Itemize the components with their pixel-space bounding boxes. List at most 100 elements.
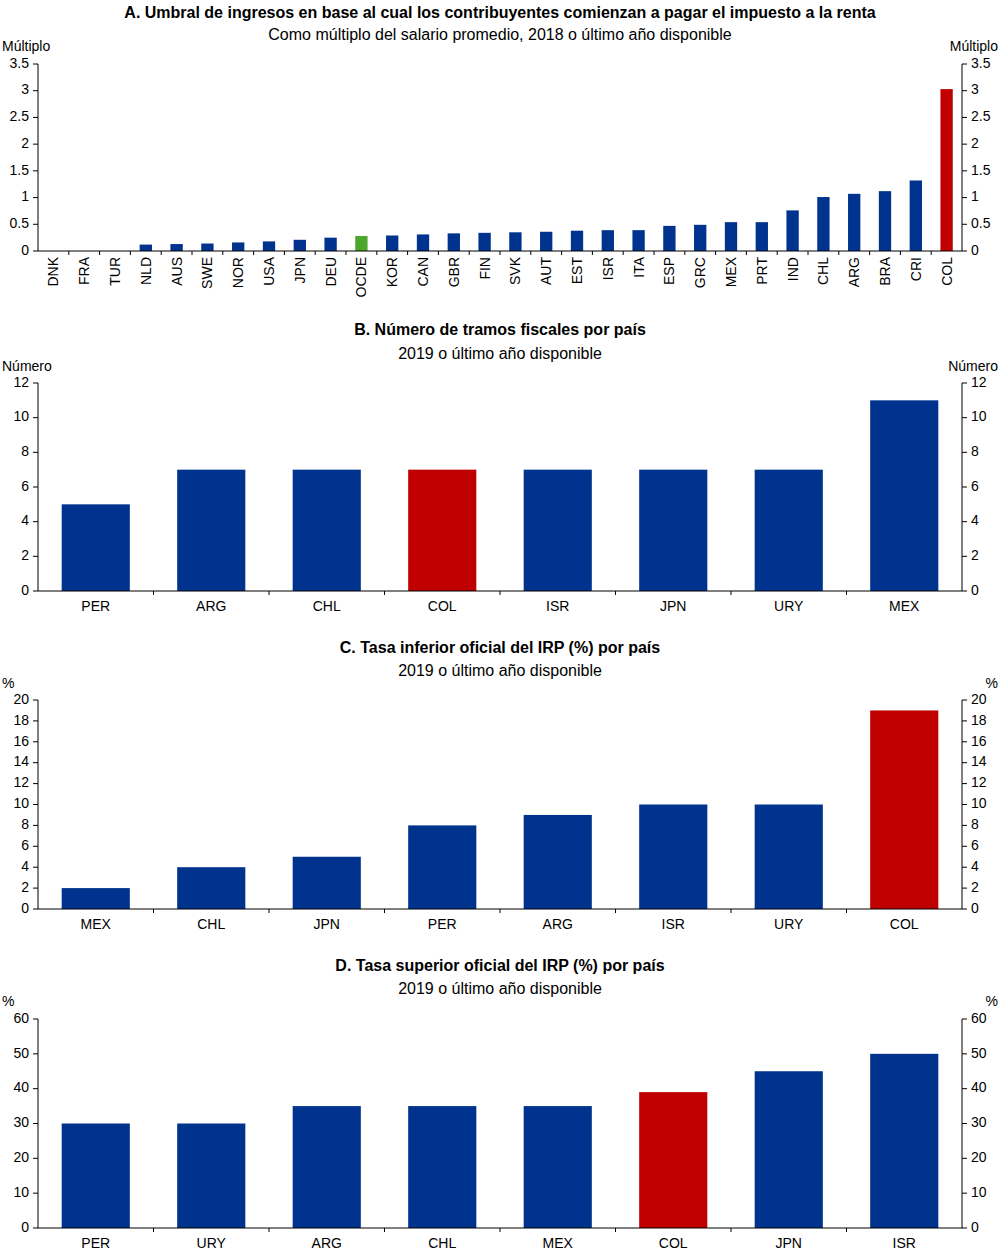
bar: [170, 244, 182, 251]
y-tick: [33, 1019, 38, 1020]
x-tick-label: AUS: [169, 257, 185, 286]
bar: [408, 1106, 476, 1228]
bar: [386, 236, 398, 251]
category-tick: [315, 251, 316, 255]
y-tick: [33, 804, 38, 805]
category-tick: [376, 251, 377, 255]
category-tick: [153, 909, 154, 913]
y2-tick-label: 12: [971, 774, 987, 790]
y2-tick: [962, 197, 967, 198]
y-axis-line: [38, 64, 39, 251]
bar: [509, 232, 521, 251]
bar: [524, 470, 592, 591]
y2-tick: [962, 90, 967, 91]
y-axis-label: %: [2, 675, 14, 691]
bar: [524, 1106, 592, 1228]
category-tick: [530, 251, 531, 255]
y-tick: [33, 170, 38, 171]
category-tick: [99, 251, 100, 255]
y2-tick-label: 60: [971, 1010, 987, 1026]
y2-axis-label: Múltiplo: [950, 38, 998, 54]
y-tick-label: 0: [21, 242, 29, 258]
y-tick-label: 0: [21, 900, 29, 916]
y2-tick: [962, 1019, 967, 1020]
category-tick: [161, 251, 162, 255]
y2-tick: [962, 700, 967, 701]
x-tick-label: JPN: [776, 1235, 802, 1249]
y2-tick-label: 6: [971, 478, 979, 494]
chart-panel: A. Umbral de ingresos en base al cual lo…: [2, 4, 998, 297]
chart-subtitle: 2019 o último año disponible: [398, 662, 602, 679]
bar: [232, 242, 244, 251]
y-tick: [33, 762, 38, 763]
bar: [639, 805, 707, 910]
category-tick: [838, 251, 839, 255]
x-tick-label: PER: [428, 916, 457, 932]
y2-tick: [962, 1088, 967, 1089]
y2-tick: [962, 720, 967, 721]
bar: [448, 233, 460, 251]
bar: [755, 1071, 823, 1228]
x-tick-label: PER: [81, 1235, 110, 1249]
y2-tick: [962, 521, 967, 522]
axes: 000.50.5111.51.5222.52.5333.53.5DNKFRATU…: [10, 55, 991, 298]
y-tick-label: 3: [21, 81, 29, 97]
x-tick-label: COL: [428, 598, 457, 614]
category-tick: [222, 251, 223, 255]
x-tick-label: USA: [261, 256, 277, 285]
y-tick: [33, 1228, 38, 1229]
x-tick-label: DEU: [323, 257, 339, 287]
y2-tick: [962, 117, 967, 118]
y2-tick-label: 1.5: [971, 162, 991, 178]
y2-tick: [962, 825, 967, 826]
category-tick: [654, 251, 655, 255]
y2-tick-label: 50: [971, 1045, 987, 1061]
x-tick-label: CAN: [415, 257, 431, 287]
y-tick-label: 30: [13, 1114, 29, 1130]
y-tick: [33, 521, 38, 522]
y-tick: [33, 117, 38, 118]
bar: [524, 815, 592, 909]
x-tick-label: CHL: [815, 257, 831, 285]
y-tick-label: 20: [13, 1149, 29, 1165]
y2-tick-label: 3: [971, 81, 979, 97]
category-tick: [846, 591, 847, 595]
x-tick-label: MEX: [723, 256, 739, 287]
figure: A. Umbral de ingresos en base al cual lo…: [0, 0, 1000, 1249]
bars: [62, 710, 939, 909]
y-tick: [33, 224, 38, 225]
category-tick: [130, 251, 131, 255]
category-tick: [68, 251, 69, 255]
x-tick-label: CHL: [428, 1235, 456, 1249]
y2-tick-label: 30: [971, 1114, 987, 1130]
y-tick-label: 10: [13, 408, 29, 424]
bar: [140, 245, 152, 251]
category-tick: [269, 591, 270, 595]
bar: [417, 234, 429, 251]
x-tick-label: KOR: [384, 257, 400, 287]
bar: [293, 470, 361, 591]
y-tick-label: 10: [13, 795, 29, 811]
bar: [639, 470, 707, 591]
y2-tick-label: 0: [971, 582, 979, 598]
bar: [177, 1124, 245, 1229]
y-tick: [33, 1053, 38, 1054]
y-tick: [33, 452, 38, 453]
bar: [408, 470, 476, 591]
y-tick-label: 0: [21, 1219, 29, 1235]
y2-tick: [962, 804, 967, 805]
category-tick: [746, 251, 747, 255]
x-tick-label: ISR: [893, 1235, 916, 1249]
y-tick-label: 20: [13, 691, 29, 707]
y-tick-label: 12: [13, 774, 29, 790]
chart-panel: D. Tasa superior oficial del IRP (%) por…: [2, 957, 998, 1249]
category-tick: [777, 251, 778, 255]
x-tick-label: ITA: [631, 256, 647, 277]
x-tick-label: TUR: [107, 257, 123, 286]
y2-tick-label: 0: [971, 1219, 979, 1235]
bar: [293, 1106, 361, 1228]
bar: [293, 857, 361, 909]
y-tick-label: 1.5: [10, 162, 30, 178]
bars: [62, 1054, 939, 1228]
y-tick: [33, 197, 38, 198]
